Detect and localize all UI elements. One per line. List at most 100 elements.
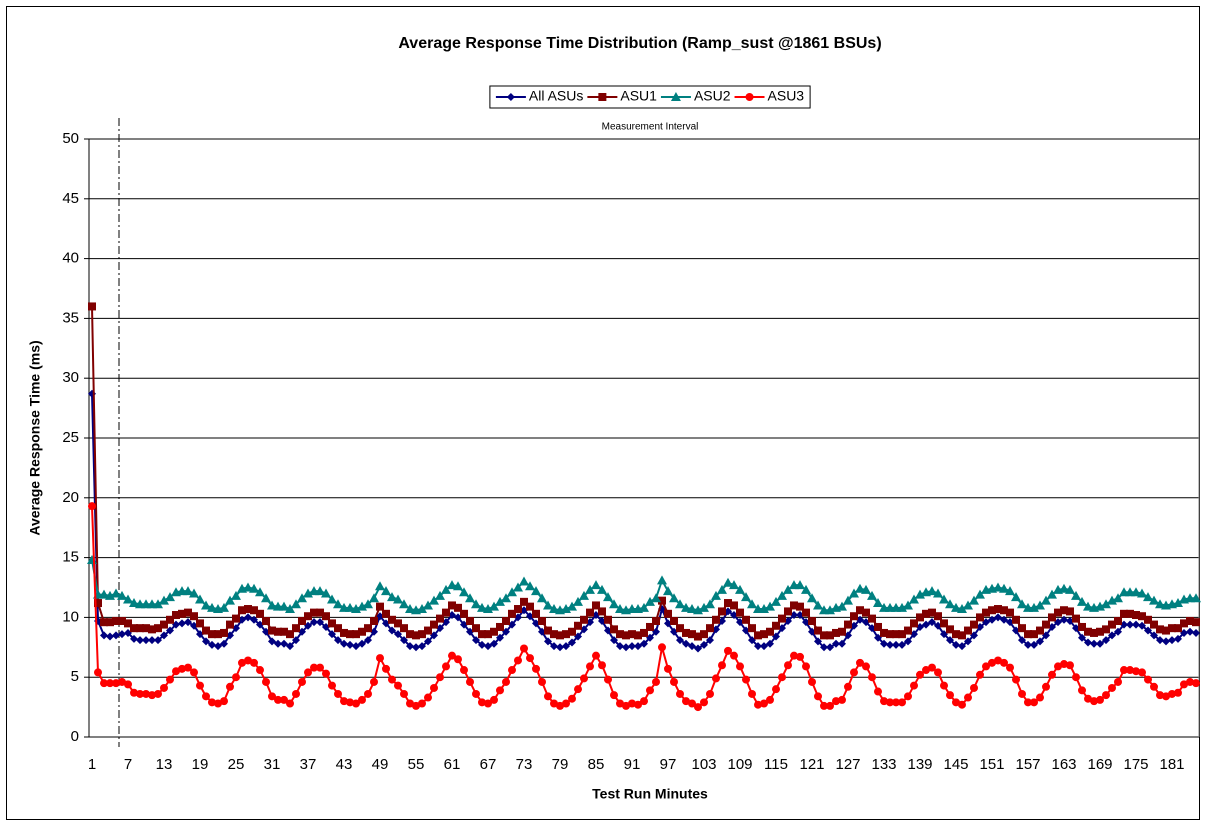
x-tick-label: 139: [907, 756, 932, 773]
marker: [622, 631, 630, 640]
marker: [754, 631, 762, 640]
marker: [826, 643, 834, 652]
marker: [664, 609, 672, 618]
x-tick-label: 61: [444, 756, 461, 773]
marker: [315, 586, 325, 596]
marker: [160, 631, 168, 640]
marker: [502, 677, 510, 686]
marker: [687, 604, 697, 614]
marker: [772, 621, 780, 630]
marker: [160, 683, 168, 692]
marker: [1060, 660, 1068, 669]
marker: [537, 593, 547, 603]
marker: [448, 651, 456, 660]
marker: [526, 602, 534, 611]
y-axis-title: Average Response Time (ms): [27, 340, 43, 535]
marker: [640, 639, 648, 648]
marker: [916, 613, 924, 622]
marker: [1018, 689, 1026, 698]
marker: [538, 616, 546, 625]
marker: [1102, 636, 1110, 645]
marker: [346, 698, 354, 707]
marker: [501, 593, 511, 603]
marker: [1186, 616, 1194, 625]
marker: [640, 697, 648, 706]
marker: [418, 699, 426, 708]
marker: [1084, 638, 1092, 647]
marker: [963, 600, 973, 610]
marker: [274, 695, 282, 704]
marker: [214, 642, 222, 651]
marker: [820, 631, 828, 640]
x-tick-label: 127: [835, 756, 860, 773]
marker: [154, 689, 162, 698]
marker: [465, 593, 475, 603]
marker: [574, 621, 582, 630]
marker: [976, 670, 984, 679]
marker: [297, 593, 307, 603]
marker: [388, 675, 396, 684]
marker: [196, 619, 204, 628]
marker: [1137, 588, 1147, 598]
marker: [424, 693, 432, 702]
marker: [892, 640, 900, 649]
marker: [1054, 608, 1062, 617]
marker: [609, 599, 619, 609]
marker: [322, 669, 330, 678]
marker: [880, 697, 888, 706]
marker: [952, 640, 960, 649]
marker: [976, 613, 984, 622]
marker: [772, 685, 780, 694]
marker: [579, 590, 589, 600]
y-tick-label: 40: [62, 250, 79, 267]
marker: [1018, 624, 1026, 633]
marker: [922, 620, 930, 629]
y-tick-label: 15: [62, 549, 79, 566]
marker: [873, 598, 883, 608]
marker: [748, 689, 756, 698]
marker: [796, 652, 804, 661]
marker: [1102, 625, 1110, 634]
marker: [591, 580, 601, 590]
marker: [477, 602, 487, 612]
marker: [148, 636, 156, 645]
marker: [729, 580, 739, 590]
marker: [430, 683, 438, 692]
marker: [99, 589, 109, 599]
marker: [1120, 666, 1128, 675]
marker: [394, 619, 402, 628]
marker: [1029, 602, 1039, 612]
marker: [358, 639, 366, 648]
marker: [136, 636, 144, 645]
marker: [688, 630, 696, 639]
x-tick-label: 181: [1159, 756, 1184, 773]
marker: [718, 661, 726, 670]
marker: [886, 640, 894, 649]
marker: [988, 658, 996, 667]
marker: [646, 686, 654, 695]
marker: [244, 605, 252, 614]
marker: [562, 699, 570, 708]
marker: [520, 644, 528, 653]
marker: [628, 699, 636, 708]
marker: [742, 615, 750, 624]
x-tick-label: 85: [588, 756, 605, 773]
marker: [543, 600, 553, 610]
marker: [376, 654, 384, 663]
marker: [358, 695, 366, 704]
marker: [904, 637, 912, 646]
marker: [645, 596, 655, 606]
marker: [148, 691, 156, 700]
marker: [850, 612, 858, 621]
marker: [652, 677, 660, 686]
marker: [478, 640, 486, 649]
marker: [765, 601, 775, 611]
marker: [208, 640, 216, 649]
marker: [304, 612, 312, 621]
marker: [165, 592, 175, 602]
marker: [154, 624, 162, 633]
marker: [370, 616, 378, 625]
marker: [790, 601, 798, 610]
marker: [928, 663, 936, 672]
marker: [232, 673, 240, 682]
